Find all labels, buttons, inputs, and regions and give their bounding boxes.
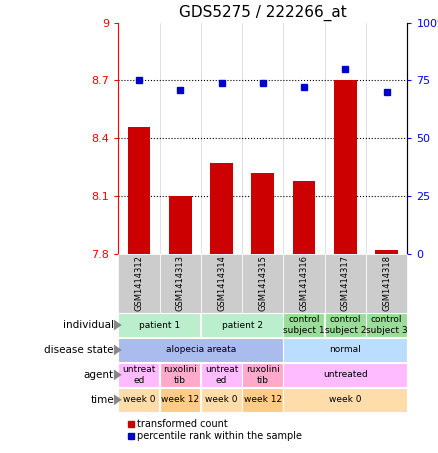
Text: GSM1414317: GSM1414317	[341, 255, 350, 311]
Text: control
subject 2: control subject 2	[325, 315, 366, 335]
Text: untreat
ed: untreat ed	[122, 365, 155, 385]
Bar	[118, 388, 159, 412]
Text: individual: individual	[63, 320, 114, 330]
Bar	[118, 363, 159, 387]
Text: control
subject 3: control subject 3	[366, 315, 407, 335]
Text: GSM1414313: GSM1414313	[176, 255, 185, 311]
Polygon shape	[114, 320, 122, 331]
Text: disease state: disease state	[44, 345, 114, 355]
Text: GSM1414314: GSM1414314	[217, 255, 226, 311]
Polygon shape	[114, 370, 122, 381]
Bar	[159, 388, 201, 412]
Bar	[127, 127, 150, 254]
Bar	[283, 388, 407, 412]
Bar	[118, 338, 283, 362]
Bar	[118, 254, 159, 313]
Bar	[242, 388, 283, 412]
Bar	[210, 163, 233, 254]
Text: ruxolini
tib: ruxolini tib	[163, 365, 197, 385]
Bar	[283, 313, 324, 337]
Text: GSM1414312: GSM1414312	[134, 255, 143, 311]
Bar	[159, 254, 201, 313]
Bar	[283, 338, 407, 362]
Text: untreat
ed: untreat ed	[205, 365, 238, 385]
Bar	[375, 250, 398, 254]
Bar	[169, 196, 191, 254]
Text: week 0: week 0	[329, 395, 362, 404]
Bar	[118, 313, 201, 337]
Text: normal: normal	[329, 346, 361, 354]
Bar	[283, 254, 325, 313]
Text: time: time	[90, 395, 114, 405]
Bar	[251, 173, 274, 254]
Text: alopecia areata: alopecia areata	[166, 346, 236, 354]
Text: percentile rank within the sample: percentile rank within the sample	[137, 431, 302, 441]
Title: GDS5275 / 222266_at: GDS5275 / 222266_at	[179, 5, 346, 21]
Text: GSM1414315: GSM1414315	[258, 255, 267, 311]
Bar	[201, 254, 242, 313]
Text: week 0: week 0	[205, 395, 238, 404]
Bar	[366, 313, 407, 337]
Text: untreated: untreated	[323, 371, 368, 379]
Bar	[242, 254, 283, 313]
Bar	[242, 363, 283, 387]
Polygon shape	[114, 394, 122, 405]
Polygon shape	[114, 344, 122, 355]
Text: week 0: week 0	[123, 395, 155, 404]
Text: control
subject 1: control subject 1	[283, 315, 325, 335]
Text: GSM1414318: GSM1414318	[382, 255, 391, 311]
Bar	[366, 254, 407, 313]
Bar	[325, 313, 366, 337]
Bar	[159, 363, 201, 387]
Bar	[201, 363, 242, 387]
Bar	[201, 313, 283, 337]
Text: ruxolini
tib: ruxolini tib	[246, 365, 280, 385]
Text: GSM1414316: GSM1414316	[300, 255, 309, 311]
Bar	[283, 363, 407, 387]
Bar	[201, 388, 242, 412]
Text: transformed count: transformed count	[137, 419, 227, 429]
Bar	[325, 254, 366, 313]
Bar	[293, 181, 315, 254]
Text: patient 1: patient 1	[139, 321, 180, 329]
Text: patient 2: patient 2	[222, 321, 263, 329]
Bar	[334, 81, 357, 254]
Text: agent: agent	[84, 370, 114, 380]
Text: week 12: week 12	[161, 395, 199, 404]
Text: week 12: week 12	[244, 395, 282, 404]
